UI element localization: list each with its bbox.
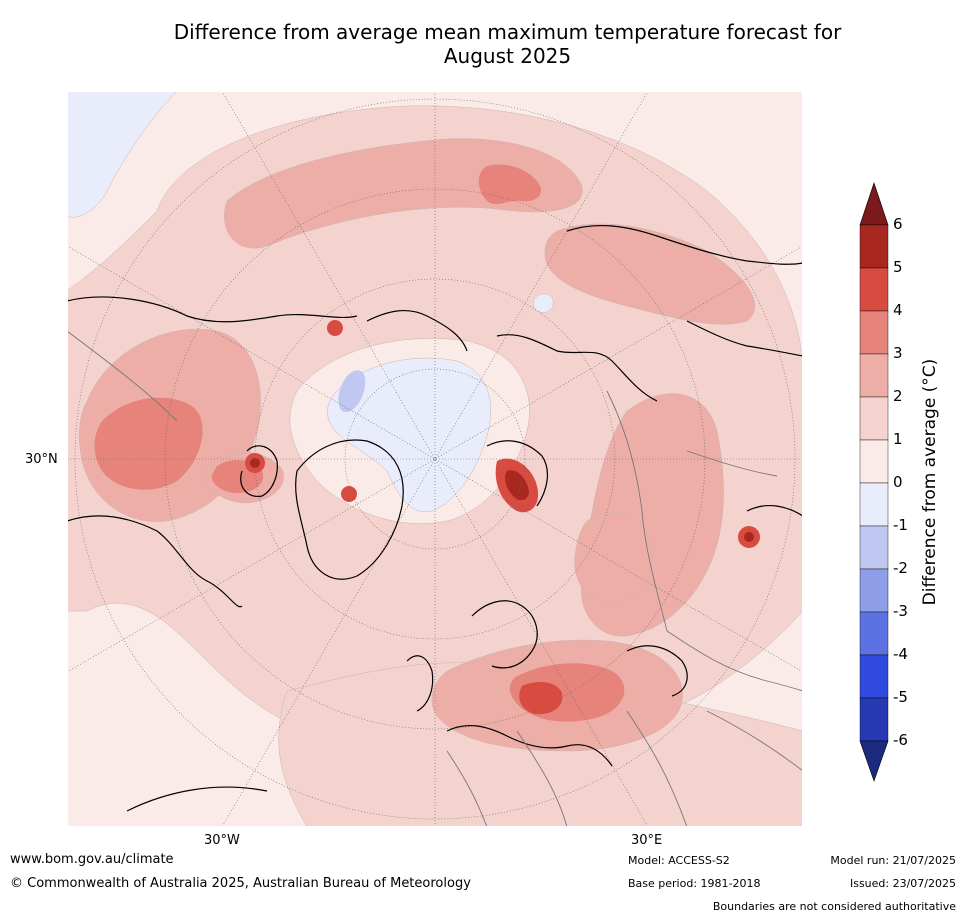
- colorbar-tick-label: 3: [893, 344, 903, 362]
- colorbar-tick-label: -1: [893, 516, 908, 534]
- colorbar-band: [859, 482, 889, 527]
- footer-issued: Issued: 23/07/2025: [849, 877, 956, 890]
- colorbar-tick-label: 4: [893, 301, 903, 319]
- anomaly-3-4-pacific: [478, 164, 542, 205]
- lon-label-30e: 30°E: [631, 833, 663, 848]
- colorbar-tick-label: 5: [893, 258, 903, 276]
- map-title: Difference from average mean maximum tem…: [60, 20, 955, 68]
- anomaly-cool-asia: [533, 293, 554, 313]
- colorbar-band: [859, 267, 889, 312]
- lat-label-30n: 30°N: [25, 452, 58, 467]
- colorbar-tick-label: 2: [893, 387, 903, 405]
- title-line-2: August 2025: [443, 44, 572, 68]
- footer-website: www.bom.gov.au/climate: [10, 852, 174, 867]
- anomaly-3-4-balkans: [519, 681, 563, 715]
- colorbar-tick-label: 0: [893, 473, 903, 491]
- colorbar-extend-low: [859, 740, 889, 782]
- colorbar-band: [859, 439, 889, 484]
- footer-copyright: © Commonwealth of Australia 2025, Austra…: [10, 876, 471, 891]
- colorbar-tick-label: -6: [893, 731, 908, 749]
- colorbar-tick-label: 6: [893, 215, 903, 233]
- colorbar-band: [859, 525, 889, 570]
- colorbar-tick-label: -3: [893, 602, 908, 620]
- anomaly-hotspot-alaska: [327, 320, 343, 336]
- anomaly-2-3-russia-east: [544, 223, 756, 325]
- colorbar-band: [859, 568, 889, 613]
- forecast-map: [67, 91, 803, 827]
- anomaly-cool-nw: [67, 91, 178, 218]
- anomaly-cool-greenland-coast: [338, 370, 366, 412]
- anomaly-hotspot-baffin: [341, 486, 357, 502]
- footer-disclaimer: Boundaries are not considered authoritat…: [712, 900, 956, 913]
- colorbar: [845, 180, 965, 790]
- graticule: [67, 91, 803, 827]
- anomaly-cool-arctic: [327, 357, 491, 512]
- colorbar-tick-label: -2: [893, 559, 908, 577]
- coastlines: [67, 224, 803, 812]
- footer-base-period: Base period: 1981-2018: [628, 877, 761, 890]
- colorbar-band: [859, 224, 889, 269]
- colorbar-band: [859, 697, 889, 742]
- colorbar-band: [859, 611, 889, 656]
- anomaly-2-3-east-asia: [574, 511, 653, 604]
- colorbar-band: [859, 310, 889, 355]
- colorbar-extend-high: [859, 182, 889, 226]
- anomaly-hotspot-mongolia-core: [744, 532, 754, 542]
- colorbar-tick-label: 1: [893, 430, 903, 448]
- colorbar-band: [859, 396, 889, 441]
- lon-label-30w: 30°W: [204, 833, 240, 848]
- colorbar-swatches: [859, 182, 889, 782]
- colorbar-band: [859, 654, 889, 699]
- colorbar-tick-label: -5: [893, 688, 908, 706]
- footer-model-run: Model run: 21/07/2025: [830, 854, 956, 867]
- colorbar-band: [859, 353, 889, 398]
- anomaly-3-4-na-west: [94, 397, 203, 490]
- footer-model: Model: ACCESS-S2: [628, 854, 730, 867]
- colorbar-label: Difference from average (°C): [920, 358, 940, 606]
- title-line-1: Difference from average mean maximum tem…: [173, 20, 842, 44]
- colorbar-tick-label: -4: [893, 645, 908, 663]
- political-boundaries: [67, 330, 803, 827]
